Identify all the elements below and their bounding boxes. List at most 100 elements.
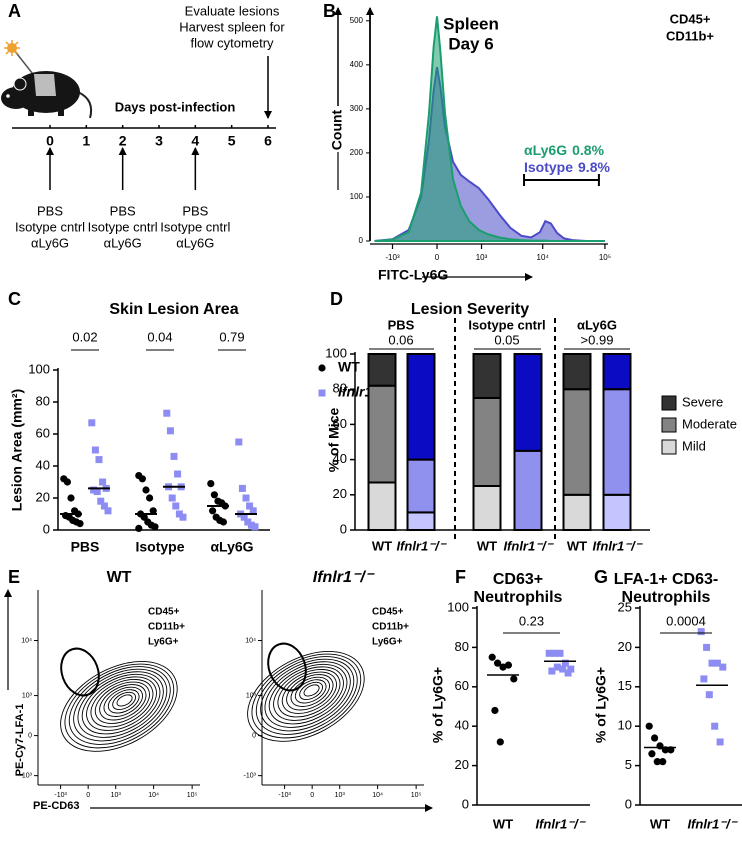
contour-line <box>73 668 168 742</box>
x-tick-label: 10³ <box>476 253 488 262</box>
y-tick-label: 10³ <box>22 692 33 699</box>
contour-line <box>277 669 341 718</box>
y-tick-label: 0 <box>340 521 347 536</box>
legend-swatch <box>661 417 677 433</box>
contour-line <box>294 679 327 704</box>
data-point <box>251 523 259 531</box>
contour-line <box>268 663 348 725</box>
gate-value: 9.8% <box>578 159 610 175</box>
y-tick-label: 25 <box>618 599 632 614</box>
contour-line <box>255 656 358 735</box>
data-point <box>93 488 101 496</box>
histogram-area <box>374 16 605 242</box>
y-tick-label: 0 <box>252 732 256 739</box>
gate-label: CD45+ <box>670 11 711 26</box>
contour-line <box>103 686 143 717</box>
data-point <box>653 758 661 766</box>
y-tick-label: 80 <box>333 381 347 396</box>
bar-segment <box>406 353 436 461</box>
gate-percent-label: αLy6G 0.8% <box>524 142 605 158</box>
y-axis-title: Count <box>329 109 345 150</box>
gate-label: CD45+ <box>148 607 180 618</box>
x-tick-label: 1 <box>82 133 90 149</box>
chart-title: Spleen <box>443 14 499 33</box>
x-tick-label: 6 <box>264 133 272 149</box>
gate-label: CD11b+ <box>666 28 714 43</box>
treatment-label: αLy6G <box>104 235 142 250</box>
x-tick-label: 0 <box>435 253 440 262</box>
data-point <box>151 523 159 531</box>
x-tick-label: 10⁵ <box>187 792 198 799</box>
bar-segment <box>562 493 592 531</box>
y-tick-label: 40 <box>333 451 347 466</box>
y-tick-label: 10 <box>618 718 632 733</box>
data-point <box>97 497 105 505</box>
chart-title: Skin Lesion Area <box>109 301 238 318</box>
gate-percent-label: Isotype 9.8% <box>524 159 610 175</box>
data-point <box>716 738 724 746</box>
y-tick-label: 0 <box>28 732 32 739</box>
data-point <box>99 478 107 486</box>
x-tick-label: 2 <box>119 133 127 149</box>
p-value: 0.02 <box>72 329 97 344</box>
chart-title: Lesion Severity <box>411 301 529 318</box>
contour-line <box>81 673 161 735</box>
treatment-label: PBS <box>37 203 63 218</box>
data-point <box>210 491 218 499</box>
data-point <box>242 494 250 502</box>
data-point <box>556 649 564 657</box>
data-point <box>219 518 227 526</box>
x-tick-label: 10⁴ <box>148 792 159 799</box>
y-tick-label: 60 <box>455 678 469 693</box>
endpoint-label: Evaluate lesions <box>185 3 280 18</box>
contour-line <box>303 684 320 697</box>
bar-segment <box>513 449 543 531</box>
data-point <box>719 663 727 671</box>
contour-line <box>286 674 334 711</box>
y-tick-label: 200 <box>350 148 364 157</box>
y-tick-label: 10³ <box>246 692 257 699</box>
data-point <box>645 722 653 730</box>
bar-segment <box>602 353 632 391</box>
y-tick-label: 20 <box>455 757 469 772</box>
p-value: >0.99 <box>581 332 614 347</box>
data-point <box>247 521 255 529</box>
treatment-label: Isotype cntrl <box>15 219 85 234</box>
y-tick-label: 0 <box>625 796 632 811</box>
chart-title: LFA-1+ CD63- <box>614 571 718 588</box>
data-point <box>711 722 719 730</box>
y-tick-label: 20 <box>333 486 347 501</box>
gate-label: CD11b+ <box>148 622 185 633</box>
data-point <box>553 663 561 671</box>
legend-label: WT <box>338 359 360 375</box>
data-point <box>76 520 84 528</box>
p-value: 0.79 <box>219 329 244 344</box>
x-tick-label: 10⁵ <box>411 792 422 799</box>
series-name: Isotype <box>524 159 573 175</box>
chart-title: Neutrophils <box>474 589 563 606</box>
x-tick-label: -10³ <box>278 792 291 799</box>
contour-line <box>299 681 324 700</box>
x-tick-label: 10³ <box>335 792 346 799</box>
panel-label: E <box>8 567 20 587</box>
bar-segment <box>406 458 436 514</box>
group-label: αLy6G <box>577 317 617 332</box>
x-tick-label: Ifnlr1⁻/⁻ <box>687 816 738 831</box>
x-axis-title: FITC-Ly6G <box>378 267 448 283</box>
y-tick-label: 0 <box>359 236 364 245</box>
gate-label: CD11b+ <box>372 622 409 633</box>
bar-segment <box>472 353 502 399</box>
histogram-area <box>374 66 605 242</box>
treatment-label: PBS <box>110 203 136 218</box>
data-point <box>545 649 553 657</box>
y-tick-label: -10³ <box>20 772 33 779</box>
chart-title: Neutrophils <box>622 589 711 606</box>
x-tick-label: PBS <box>71 539 100 555</box>
y-tick-label: 100 <box>325 345 347 360</box>
contour-line <box>107 689 140 714</box>
y-tick-label: 500 <box>350 16 364 25</box>
y-tick-label: 100 <box>28 361 50 376</box>
bar-segment <box>602 493 632 531</box>
data-point <box>244 518 252 526</box>
